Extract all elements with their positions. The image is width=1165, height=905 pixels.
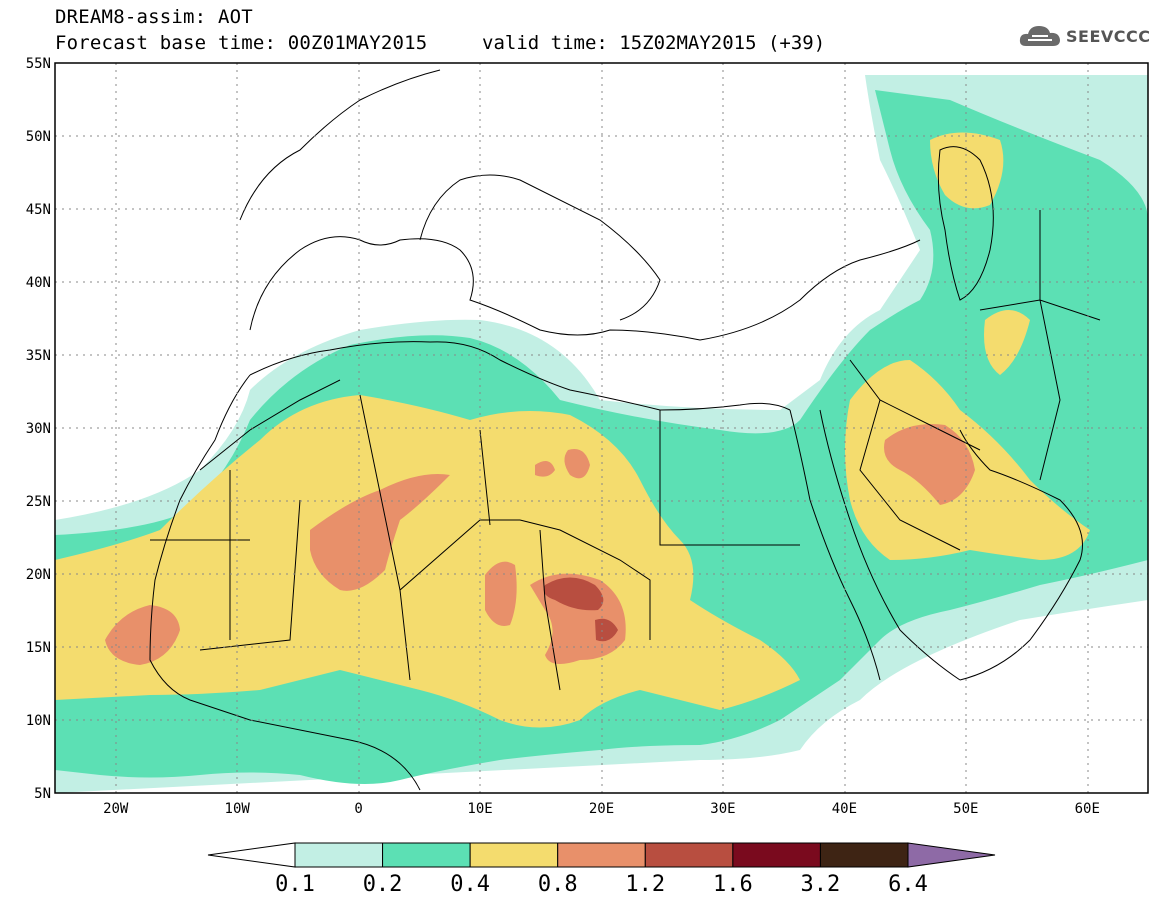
coastlines-borders xyxy=(149,69,1101,791)
red-sea xyxy=(789,409,961,681)
lon-label: 10W xyxy=(225,801,251,817)
longitude-labels: 20W 10W 0 10E 20E 30E 40E 50E 60E xyxy=(103,801,1100,817)
map-frame xyxy=(54,62,1149,794)
lat-label: 45N xyxy=(26,202,51,218)
aot-field-1.2 xyxy=(543,577,618,642)
north-africa-coast xyxy=(249,341,791,411)
lat-label: 25N xyxy=(26,494,51,510)
aot-field-0.8-senegal xyxy=(105,605,180,665)
lat-label: 15N xyxy=(26,640,51,656)
colorbar-segment xyxy=(732,842,821,868)
europe-coast xyxy=(239,69,921,341)
colorbar-label: 6.4 xyxy=(888,872,928,897)
lon-label: 40E xyxy=(832,801,857,817)
aot-field-0.4-caspian xyxy=(930,132,1004,209)
colorbar-arrow-high xyxy=(907,842,996,868)
lat-label: 30N xyxy=(26,421,51,437)
lon-label: 50E xyxy=(953,801,978,817)
colorbar-label: 3.2 xyxy=(801,872,841,897)
lon-label: 60E xyxy=(1075,801,1100,817)
lat-label: 35N xyxy=(26,348,51,364)
lat-label: 40N xyxy=(26,275,51,291)
colorbar-label: 0.4 xyxy=(450,872,490,897)
aot-field-0.8-iraq xyxy=(884,424,975,505)
title-line-2: Forecast base time: 00Z01MAY2015 xyxy=(55,32,428,54)
gridlines xyxy=(55,63,1148,793)
latitude-labels: 55N 50N 45N 40N 35N 30N 25N 20N 15N 10N 5N xyxy=(26,56,51,802)
aot-field-0.8-libya xyxy=(535,449,590,479)
caspian-sea xyxy=(937,146,994,301)
colorbar-segment xyxy=(382,842,471,868)
aot-field-0.8-west xyxy=(310,474,450,591)
colorbar-segment xyxy=(294,842,384,868)
cloud-icon xyxy=(1019,26,1060,46)
title-line-1: DREAM8-assim: AOT xyxy=(55,6,253,28)
borders-mideast xyxy=(849,210,1101,551)
seevccc-logo: SEEVCCC xyxy=(1018,22,1151,50)
lon-label: 30E xyxy=(710,801,735,817)
aot-field-0.4-iran xyxy=(984,310,1030,375)
colorbar-label: 0.2 xyxy=(363,872,403,897)
borders-africa xyxy=(150,379,800,691)
lon-label: 20E xyxy=(589,801,614,817)
colorbar-label: 0.1 xyxy=(275,872,315,897)
lat-label: 50N xyxy=(26,129,51,145)
colorbar-segment xyxy=(819,842,909,868)
lon-label: 20W xyxy=(103,801,129,817)
colorbar-segment xyxy=(469,842,559,868)
aot-field-0.8-chad xyxy=(485,561,517,626)
arabia-coast xyxy=(959,429,1083,681)
colorbar: 0.1 0.2 0.4 0.8 1.2 1.6 3.2 6.4 xyxy=(207,842,996,897)
colorbar-label: 1.6 xyxy=(713,872,753,897)
colorbar-label: 0.8 xyxy=(538,872,578,897)
lat-label: 20N xyxy=(26,567,51,583)
lat-label: 5N xyxy=(34,786,51,802)
lat-label: 10N xyxy=(26,713,51,729)
logo-text: SEEVCCC xyxy=(1066,26,1151,46)
valid-time: valid time: 15Z02MAY2015 (+39) xyxy=(482,32,826,54)
colorbar-arrow-low xyxy=(207,842,296,868)
lon-label: 10E xyxy=(467,801,492,817)
lat-label: 55N xyxy=(26,56,51,72)
colorbar-segment xyxy=(557,842,646,868)
colorbar-label: 1.2 xyxy=(625,872,665,897)
west-africa-coast xyxy=(149,374,421,791)
lon-label: 0 xyxy=(354,801,362,817)
colorbar-segment xyxy=(644,842,734,868)
